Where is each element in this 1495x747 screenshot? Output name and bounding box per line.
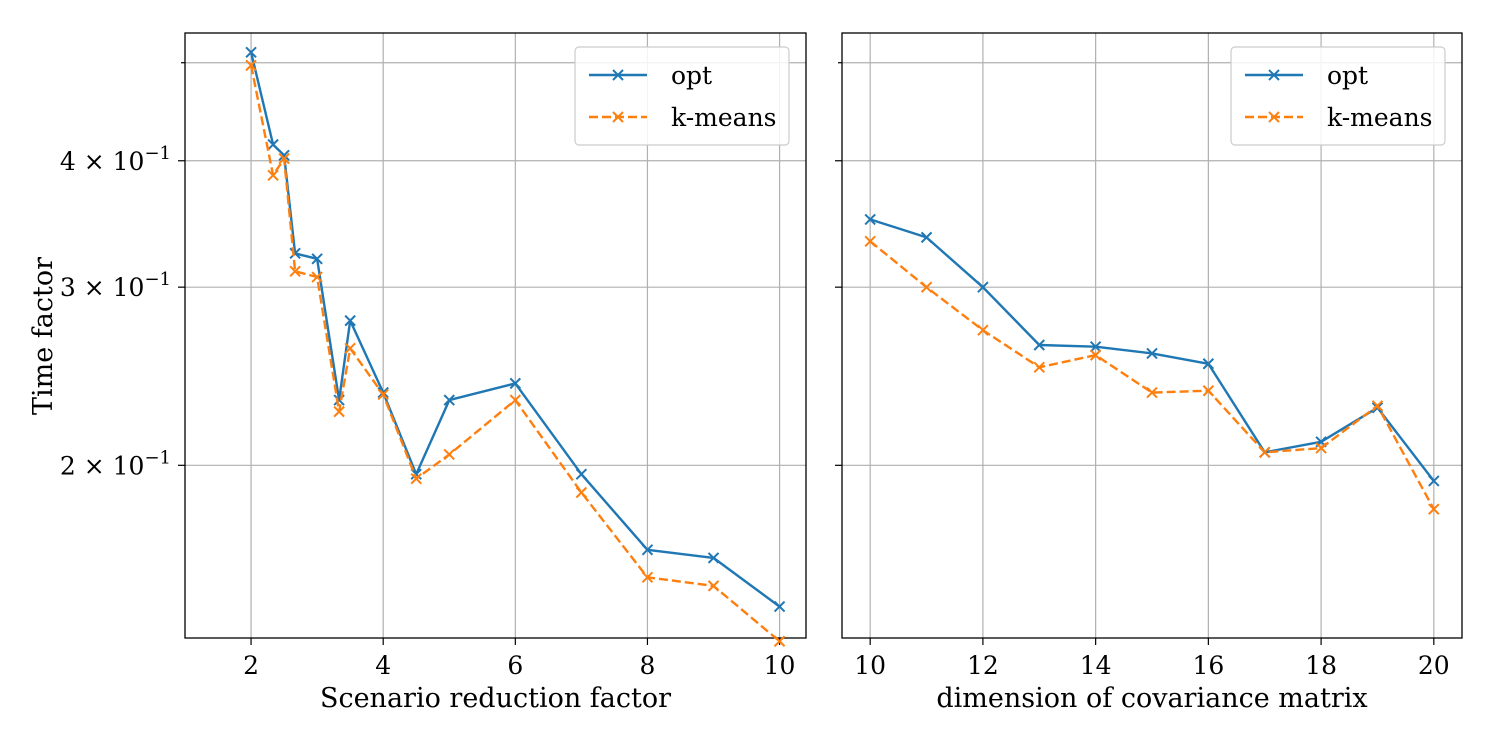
legend-marker-opt: [1268, 69, 1280, 81]
data-point-k-means: [443, 448, 455, 461]
x-tick-label: 6: [507, 651, 523, 680]
legend-marker-k-means: [1268, 111, 1280, 123]
data-point-k-means: [509, 394, 522, 406]
data-point-opt: [1089, 340, 1102, 353]
data-point-opt: [575, 468, 588, 480]
legend-marker-opt: [612, 69, 624, 81]
data-point-opt: [641, 544, 654, 556]
x-tick-label: 12: [967, 651, 999, 680]
data-point-k-means: [278, 152, 290, 165]
data-point-opt: [443, 394, 455, 406]
legend-label-k-means: k-means: [1327, 103, 1433, 132]
plot-frame: [841, 32, 1463, 639]
data-point-opt: [920, 231, 933, 244]
data-point-opt: [311, 253, 323, 265]
plot-frame: [184, 32, 807, 639]
y-tick-label: 3 × 10−1: [60, 269, 171, 302]
x-tick-label: 10: [854, 651, 886, 680]
x-tick-label: 18: [1305, 651, 1337, 680]
data-point-k-means: [977, 324, 989, 336]
data-point-opt: [1033, 339, 1045, 351]
x-tick-label: 4: [375, 651, 391, 680]
data-point-opt: [1202, 358, 1215, 370]
x-axis-label: dimension of covariance matrix: [936, 683, 1367, 714]
data-point-k-means: [864, 235, 876, 248]
data-point-k-means: [267, 169, 279, 181]
x-tick-label: 16: [1192, 651, 1224, 680]
y-axis-label: Time factor: [28, 257, 59, 415]
data-point-opt: [707, 552, 720, 564]
legend-box: [1230, 46, 1446, 146]
data-point-opt: [773, 600, 786, 613]
data-point-opt: [289, 247, 301, 260]
data-point-opt: [864, 213, 876, 226]
data-point-k-means: [377, 388, 389, 401]
data-point-k-means: [1315, 442, 1327, 454]
data-point-opt: [344, 314, 356, 327]
legend-marker-k-means: [612, 111, 624, 123]
x-tick-label: 2: [243, 651, 259, 680]
legend-label-opt: opt: [671, 61, 712, 90]
legend-label-opt: opt: [1327, 61, 1368, 90]
data-point-k-means: [1371, 400, 1384, 412]
legend-label-k-means: k-means: [671, 103, 777, 132]
data-point-k-means: [1089, 349, 1102, 361]
data-point-k-means: [311, 271, 323, 283]
data-point-k-means: [641, 571, 654, 584]
data-point-k-means: [1259, 446, 1271, 459]
data-point-k-means: [410, 472, 422, 485]
x-tick-label: 8: [639, 651, 655, 680]
x-tick-label: 10: [764, 651, 796, 680]
x-axis-label: Scenario reduction factor: [320, 683, 671, 714]
data-point-k-means: [333, 405, 345, 418]
series-line-k-means: [869, 240, 1435, 510]
y-tick-label: 2 × 10−1: [60, 447, 171, 480]
chart-panel-left: 2 4 6 8 10 2 × 10−1 3 × 10−1 4 × 10−1 Scenario r…: [60, 32, 807, 714]
data-point-opt: [278, 149, 290, 162]
data-point-k-means: [344, 342, 356, 355]
data-point-k-means: [245, 59, 257, 72]
data-point-k-means: [1033, 361, 1045, 373]
data-point-k-means: [920, 281, 933, 293]
data-point-opt: [509, 377, 522, 390]
data-point-opt: [1428, 475, 1440, 487]
data-point-k-means: [773, 635, 786, 647]
data-point-k-means: [1428, 503, 1440, 515]
data-point-opt: [267, 138, 279, 151]
x-tick-label: 14: [1080, 651, 1112, 680]
legend-box: [574, 46, 790, 146]
data-point-k-means: [707, 580, 720, 592]
chart-panel-right: 10 12 14 16 18 20 dimension of covariance matr…: [835, 32, 1463, 714]
data-point-k-means: [1146, 386, 1158, 399]
data-point-k-means: [289, 265, 301, 278]
x-tick-label: 20: [1418, 651, 1450, 680]
data-point-opt: [245, 46, 257, 59]
data-point-opt: [1146, 347, 1158, 360]
data-point-opt: [977, 281, 989, 293]
data-point-k-means: [575, 486, 588, 499]
series-line-opt: [869, 218, 1435, 482]
y-tick-label: 4 × 10−1: [60, 143, 171, 176]
data-point-k-means: [1202, 385, 1215, 397]
